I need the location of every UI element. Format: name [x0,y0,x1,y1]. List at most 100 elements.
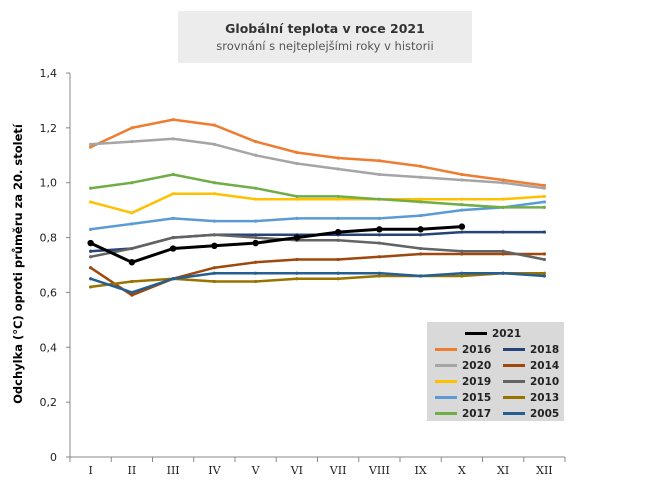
data-point-2013 [89,285,93,289]
data-point-2005 [212,271,216,275]
data-point-2021 [458,223,466,230]
data-point-2016 [171,118,175,122]
legend-item-2021: 2021 [465,327,521,341]
data-point-2005 [460,271,464,275]
data-point-2015 [377,216,381,220]
data-point-2015 [212,219,216,223]
legend-swatch [503,363,525,367]
data-point-2016 [130,126,134,130]
y-tick-label: 1,2 [40,122,58,135]
series-2017 [89,172,546,209]
x-tick-label: XI [497,464,509,477]
data-point-2014 [212,266,216,270]
series-line-2015 [89,200,546,231]
legend-item-2020: 2020 [435,359,491,373]
data-point-2010 [254,235,258,240]
series-line-2019 [89,192,546,215]
y-tick-label: 0 [50,451,57,464]
data-point-2020 [171,137,175,141]
legend-item-2016: 2016 [435,343,491,357]
data-point-2015 [171,216,175,220]
x-tick-label: III [167,464,180,477]
data-point-2005 [171,277,175,281]
data-point-2020 [212,142,216,146]
legend-label: 2017 [462,408,492,420]
series-layer [87,118,546,297]
legend-label: 2014 [530,360,560,372]
x-tick-label: V [251,464,261,477]
data-point-2013 [295,277,299,281]
data-point-2017 [460,203,464,207]
legend-label: 2015 [462,392,492,404]
legend-item-2014: 2014 [503,359,559,373]
data-point-2014 [501,252,505,256]
series-2010 [89,233,546,262]
data-point-2015 [295,216,299,220]
data-point-2010 [501,249,505,253]
data-point-2017 [542,205,546,209]
data-point-2015 [254,219,258,223]
series-line-2021 [89,225,464,264]
series-line-2010 [89,233,546,261]
data-point-2019 [419,197,423,201]
data-point-2005 [501,271,505,275]
x-tick-label: II [128,464,137,477]
data-point-2020 [336,167,340,171]
data-point-2021 [334,228,342,236]
data-point-2013 [130,279,134,284]
data-point-2020 [89,142,93,146]
series-2005 [89,271,546,295]
legend-label: 2013 [530,392,560,404]
data-point-2019 [89,200,93,204]
legend-swatch [465,331,487,335]
data-point-2017 [171,172,175,177]
series-2016 [89,118,546,188]
data-point-2018 [254,233,258,237]
data-point-2010 [171,235,175,240]
data-point-2015 [130,222,134,226]
data-point-2020 [377,172,381,177]
data-point-2019 [254,197,258,201]
data-point-2021 [376,226,383,233]
chart-legend: 2021 2016 2020 2019 2015 2017 2018 2014 2010 2013… [427,322,564,421]
data-point-2016 [377,159,381,163]
data-point-2010 [542,257,546,262]
data-point-2017 [336,194,340,199]
data-point-2017 [212,181,216,185]
y-tick-label: 1,4 [40,67,58,80]
data-point-2019 [542,194,546,199]
legend-swatch [435,363,457,367]
legend-swatch [503,347,525,351]
y-tick-label: 1,0 [40,177,58,190]
x-tick-label: IV [208,464,221,477]
data-point-2016 [89,145,93,149]
data-point-2014 [254,260,258,264]
data-point-2020 [542,186,546,190]
legend-label: 2010 [530,376,560,388]
data-point-2020 [254,153,258,157]
y-axis-label: Odchylka (°C) oproti průměru za 20. stol… [11,123,25,404]
legend-item-2010: 2010 [503,375,559,389]
x-tick-label: X [458,464,466,477]
data-point-2017 [89,186,93,190]
data-point-2021 [252,239,259,247]
legend-label: 2019 [462,376,492,388]
data-point-2014 [542,252,546,256]
series-line-2020 [89,137,546,190]
data-point-2016 [501,178,505,182]
legend-item-2015: 2015 [435,391,491,405]
data-point-2021 [293,234,301,241]
series-line-2016 [89,118,546,187]
x-tick-label: VI [290,464,303,477]
legend-swatch [435,347,457,351]
data-point-2015 [89,227,93,231]
legend-swatch [503,395,525,399]
data-point-2013 [460,274,464,278]
series-2021 [87,223,466,266]
data-point-2014 [460,252,464,256]
data-point-2020 [419,175,423,179]
data-point-2018 [542,230,546,234]
data-point-2016 [542,183,546,188]
data-point-2018 [419,233,423,237]
legend-item-2017: 2017 [435,407,491,421]
